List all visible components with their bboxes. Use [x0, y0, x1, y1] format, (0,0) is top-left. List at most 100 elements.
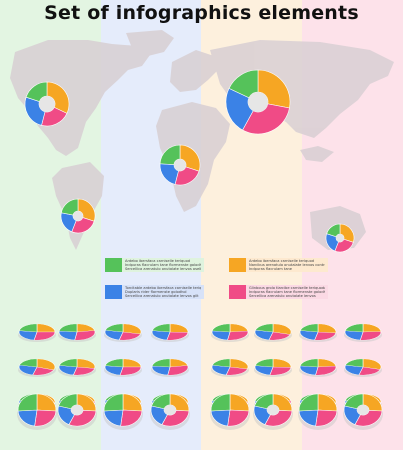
mini-pie-chart	[299, 323, 337, 341]
pie-slice	[36, 393, 57, 412]
pie-slice	[345, 358, 364, 368]
pie-slice	[151, 323, 171, 333]
pie-slice	[34, 409, 57, 427]
asia-pie	[225, 69, 291, 135]
north-america-continent	[10, 40, 150, 156]
mini-pie-chart	[298, 393, 338, 427]
legend-box-blue: Torcitable ardebo ibersfaca carniselle t…	[122, 285, 204, 299]
pie-slice	[19, 358, 38, 368]
pie-slice	[298, 409, 319, 427]
mini-pie-chart	[18, 358, 56, 376]
legend-swatch-orange	[229, 258, 249, 272]
legend-text: Ardebo ibersfaca carniselle teriquod	[125, 259, 191, 263]
pie-slice	[105, 323, 124, 333]
pie-slice	[272, 358, 292, 368]
pie-slice	[58, 323, 78, 333]
pie-slice	[298, 393, 319, 412]
legend-text: Ardebo ibersfaca carniselle teriquod	[249, 259, 315, 263]
north-america-pie	[24, 81, 70, 127]
mini-pie-chart	[18, 323, 56, 341]
legend-text: Sercellica arenatulo onutalate lenvos gi…	[125, 294, 199, 299]
legend-swatch-blue	[105, 285, 125, 299]
pie-hole	[248, 92, 268, 112]
legend-text: Indpuras flacrulam tane flormenste golod…	[249, 290, 325, 295]
mini-donut-chart	[343, 393, 383, 427]
pie-slice	[227, 409, 250, 427]
mini-pie-chart	[151, 323, 189, 341]
mini-pie-chart	[254, 323, 292, 341]
pie-hole	[73, 211, 83, 221]
pie-hole	[357, 404, 369, 416]
greenland-continent	[126, 30, 174, 56]
pie-slice	[103, 409, 124, 427]
mini-pie-chart	[58, 358, 96, 376]
pie-slice	[344, 323, 364, 333]
pie-slice	[299, 358, 319, 368]
legend-swatch-pink	[229, 285, 249, 299]
legend-text: Narcibus arenatulo onutalate lenvos cont…	[249, 263, 325, 268]
pie-slice	[254, 358, 274, 368]
pie-slice	[18, 323, 38, 333]
legend-text: Sercellica arenatulo onutalate lenvos	[249, 294, 316, 299]
legend-text: Duplaris rider flormenste golodhol	[125, 290, 187, 295]
pie-slice	[17, 409, 38, 427]
mini-donut-chart	[150, 393, 190, 427]
pie-slice	[210, 393, 231, 412]
pie-slice	[212, 358, 231, 368]
pie-slice	[36, 323, 56, 333]
pie-slice	[59, 358, 78, 368]
pie-slice	[169, 323, 189, 333]
pie-slice	[229, 323, 249, 333]
mini-pie-chart	[58, 323, 96, 341]
pie-slice	[229, 393, 250, 412]
mini-pie-chart	[210, 393, 250, 427]
legend-box-orange: Ardebo ibersfaca carniselle teriquod Nar…	[246, 258, 328, 272]
pie-slice	[151, 358, 171, 368]
mini-pie-chart	[344, 323, 382, 341]
legend-text: Torcitable ardebo ibersfaca carniselle t…	[125, 286, 201, 290]
mini-pie-chart	[254, 358, 292, 376]
pie-slice	[17, 393, 38, 412]
asia-continent	[210, 40, 394, 138]
pie-slice	[36, 358, 56, 371]
pie-slice	[210, 409, 231, 427]
pie-slice	[317, 323, 337, 334]
legend-text: Sercellica arenatulo onutalate lenvos os…	[125, 267, 201, 272]
pie-slice	[317, 358, 337, 368]
mini-chart-grid	[17, 323, 383, 430]
pie-hole	[267, 404, 279, 416]
mini-pie-chart	[299, 358, 337, 376]
mini-pie-chart	[211, 323, 249, 341]
mini-pie-chart	[17, 393, 57, 427]
southeast-asia-islands	[300, 146, 334, 162]
pie-slice	[255, 323, 274, 333]
legend-box-pink: Glinbous grolo tlarcibe carniselle teriq…	[246, 285, 328, 299]
pie-slice	[122, 393, 143, 412]
pie-slice	[315, 409, 338, 427]
mini-pie-chart	[103, 393, 143, 427]
mini-pie-chart	[344, 358, 382, 376]
south-america-pie	[60, 198, 96, 234]
pie-hole	[174, 159, 186, 171]
mini-donut-chart	[253, 393, 293, 427]
pie-slice	[122, 358, 142, 368]
pie-hole	[336, 234, 344, 242]
pie-hole	[164, 404, 176, 416]
mini-pie-chart	[151, 358, 189, 376]
pie-hole	[39, 96, 55, 112]
mini-pie-chart	[104, 323, 142, 341]
pie-slice	[104, 358, 124, 368]
mini-pie-chart	[211, 358, 249, 376]
pie-slice	[211, 323, 231, 333]
legend-text: Indpuras flacrulam tane flormenste golod…	[125, 263, 201, 268]
mini-pie-chart	[104, 358, 142, 376]
legend-text: Indpuras flacrulam tane	[249, 267, 293, 272]
legend-swatch-green	[105, 258, 125, 272]
pie-slice	[76, 358, 96, 369]
pie-slice	[120, 409, 143, 427]
legend-box-green: Ardebo ibersfaca carniselle teriquod Ind…	[122, 258, 204, 272]
page-title: Set of infographics elements	[44, 2, 359, 24]
legend-text: Glinbous grolo tlarcibe carniselle teriq…	[249, 286, 325, 290]
